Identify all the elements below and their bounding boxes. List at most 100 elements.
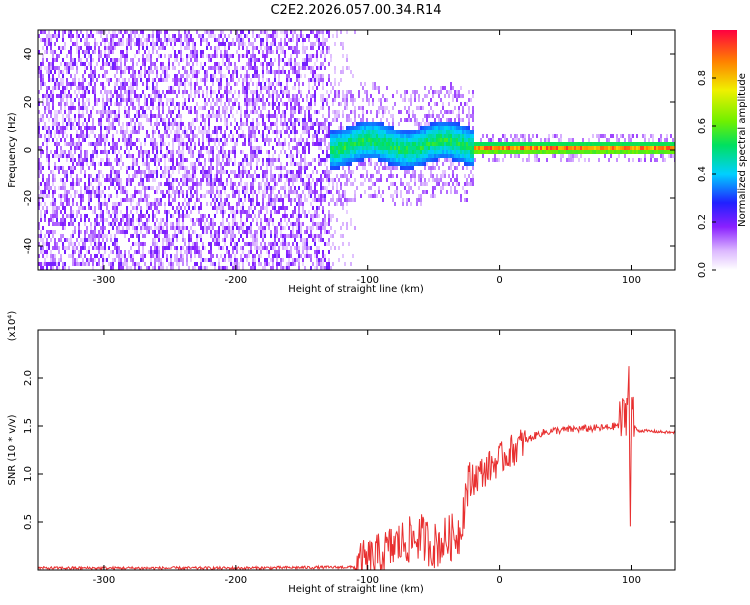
spectrogram-cell (282, 174, 284, 178)
spectrogram-cell (40, 162, 42, 166)
spectrogram-cell (336, 158, 338, 162)
spectrogram-cell (178, 62, 180, 66)
spectrogram-cell (328, 146, 330, 150)
spectrogram-cell (266, 246, 268, 250)
spectrogram-cell (88, 246, 90, 250)
spectrogram-cell (256, 154, 258, 158)
spectrogram-cell (230, 110, 232, 114)
spectrogram-cell (84, 182, 86, 186)
spectrogram-cell (316, 34, 318, 38)
spectrogram-cell (340, 130, 342, 134)
spectrogram-cell (310, 162, 312, 166)
spectrogram-cell (326, 262, 328, 266)
spectrogram-cell (106, 158, 108, 162)
spectrogram-cell (178, 154, 180, 158)
spectrogram-cell (270, 94, 272, 98)
spectrogram-cell (166, 230, 168, 234)
spectrogram-cell (318, 142, 320, 146)
spectrogram-cell (298, 110, 300, 114)
spectrogram-cell (250, 186, 252, 190)
spectrogram-cell (130, 146, 132, 150)
spectrogram-cell (316, 222, 318, 226)
spectrogram-cell (336, 154, 338, 158)
spectrogram-cell (98, 258, 100, 262)
spectrogram-cell (126, 38, 128, 42)
spectrogram-cell (228, 134, 230, 138)
spectrogram-cell (74, 158, 76, 162)
spectrogram-cell (150, 138, 152, 142)
spectrogram-cell (164, 174, 166, 178)
spectrogram-cell (260, 98, 262, 102)
spectrogram-cell (208, 114, 210, 118)
spectrogram-cell (116, 102, 118, 106)
spectrogram-cell (52, 106, 54, 110)
spectrogram-cell (308, 146, 310, 150)
spectrogram-cell (292, 110, 294, 114)
spectrogram-cell (224, 150, 226, 154)
spectrogram-cell (252, 82, 254, 86)
spectrogram-cell (190, 66, 192, 70)
spectrogram-cell (150, 158, 152, 162)
spectrogram-cell (60, 46, 62, 50)
spectrogram-cell (112, 66, 114, 70)
spectrogram-cell (108, 174, 110, 178)
spectrogram-cell (142, 30, 144, 34)
spectrogram-cell (88, 98, 90, 102)
spectrogram-cell (196, 166, 198, 170)
spectrogram-cell (176, 38, 178, 42)
spectrogram-cell (202, 266, 204, 270)
spectrogram-cell (158, 226, 160, 230)
spectrogram-cell (184, 242, 186, 246)
spectrogram-cell (108, 78, 110, 82)
spectrogram-cell (196, 246, 198, 250)
spectrogram-cell (102, 158, 104, 162)
spectrogram-cell (248, 142, 250, 146)
spectrogram-cell (154, 138, 156, 142)
spectrogram-cell (314, 254, 316, 258)
spectrogram-cell (90, 30, 92, 34)
spectrogram-cell (254, 150, 256, 154)
spectrogram-cell (178, 30, 180, 34)
spectrogram-cell (196, 218, 198, 222)
spectrogram-cell (80, 134, 82, 138)
spectrogram-cell (298, 162, 300, 166)
spectrogram-cell (84, 222, 86, 226)
spectrogram-cell (122, 218, 124, 222)
spectrogram-cell (170, 166, 172, 170)
spectrogram-cell (284, 174, 286, 178)
spectrogram-cell (158, 54, 160, 58)
spectrogram-cell (174, 54, 176, 58)
spectrogram-cell (136, 190, 138, 194)
spectrogram-cell (96, 222, 98, 226)
spectrogram-cell (304, 62, 306, 66)
spectrogram-cell (310, 234, 312, 238)
spectrogram-cell (260, 62, 262, 66)
spectrogram-cell (118, 262, 120, 266)
spectrogram-cell (76, 146, 78, 150)
spectrogram-cell (54, 42, 56, 46)
spectrogram-cell (330, 234, 332, 238)
spectrogram-cell (336, 142, 338, 146)
spectrogram-cell (168, 234, 170, 238)
spectrogram-cell (282, 214, 284, 218)
spectrogram-cell (90, 130, 92, 134)
spectrogram-cell (164, 118, 166, 122)
spectrogram-cell (158, 78, 160, 82)
spectrogram-cell (210, 170, 212, 174)
spectrogram-cell (178, 206, 180, 210)
spectrogram-cell (38, 222, 40, 226)
spectrogram-cell (160, 66, 162, 70)
spectrogram-cell (190, 250, 192, 254)
spectrogram-cell (308, 58, 310, 62)
spectrogram-cell (258, 190, 260, 194)
spectrogram-cell (164, 30, 166, 34)
spectrogram-cell (98, 110, 100, 114)
spectrogram-cell (84, 94, 86, 98)
spectrogram-cell (250, 90, 252, 94)
spectrogram-cell (168, 262, 170, 266)
spectrogram-cell (102, 74, 104, 78)
spectrogram-cell (210, 242, 212, 246)
spectrogram-cell (284, 210, 286, 214)
spectrogram-cell (276, 142, 278, 146)
spectrogram-cell (328, 62, 330, 66)
